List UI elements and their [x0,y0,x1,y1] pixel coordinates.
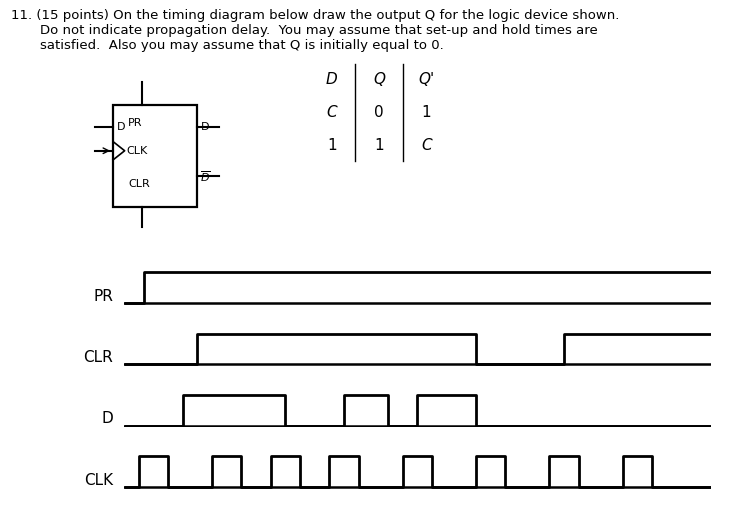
Text: Q': Q' [418,72,434,87]
Text: $\overline{D}$: $\overline{D}$ [200,169,211,183]
Text: 0: 0 [374,105,384,120]
Text: Q: Q [373,72,385,87]
Text: 11. (15 points) On the timing diagram below draw the output Q for the logic devi: 11. (15 points) On the timing diagram be… [11,9,620,22]
Text: D: D [326,72,338,87]
Text: CLK: CLK [84,473,113,487]
Text: D: D [200,122,209,132]
Text: 1: 1 [374,138,384,153]
Text: PR: PR [93,289,113,304]
Text: CLR: CLR [83,350,113,365]
Text: D: D [117,122,125,132]
Text: D: D [101,411,113,426]
Text: C: C [421,138,432,153]
Text: Do not indicate propagation delay.  You may assume that set-up and hold times ar: Do not indicate propagation delay. You m… [40,24,598,37]
Text: CLR: CLR [128,179,150,190]
Bar [113,105,197,207]
Text: 1: 1 [327,138,337,153]
Text: 1: 1 [421,105,432,120]
Text: PR: PR [128,118,143,128]
Text: satisfied.  Also you may assume that Q is initially equal to 0.: satisfied. Also you may assume that Q is… [40,39,444,52]
Text: CLK: CLK [126,146,147,156]
Text: C: C [327,105,337,120]
